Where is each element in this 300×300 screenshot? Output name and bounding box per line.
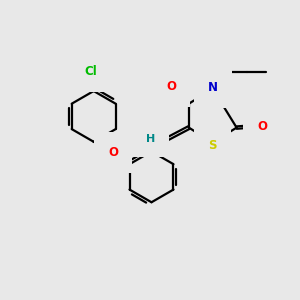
Text: H: H xyxy=(146,134,155,144)
Text: S: S xyxy=(208,139,217,152)
Text: Cl: Cl xyxy=(84,64,97,77)
Text: O: O xyxy=(108,146,118,159)
Text: O: O xyxy=(258,120,268,133)
Text: N: N xyxy=(208,81,218,94)
Text: O: O xyxy=(166,80,176,93)
